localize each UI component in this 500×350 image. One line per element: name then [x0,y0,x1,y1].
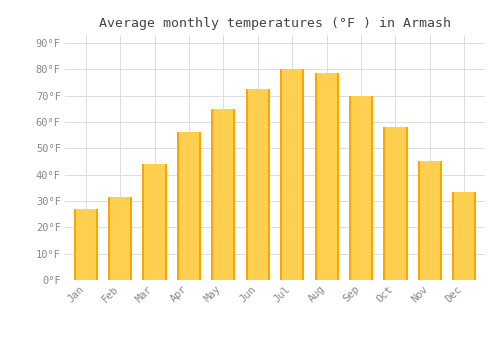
Bar [212,109,213,280]
Bar [199,132,201,280]
Bar [246,89,270,280]
Bar [130,197,132,280]
Bar [384,127,407,280]
Bar [384,127,386,280]
Bar [234,109,235,280]
Bar [177,132,179,280]
Bar [177,132,201,280]
Bar [96,209,98,280]
Bar [418,161,442,280]
Bar [314,73,338,280]
Bar [349,96,351,280]
Bar [74,209,98,280]
Title: Average monthly temperatures (°F ) in Armash: Average monthly temperatures (°F ) in Ar… [99,17,451,30]
Bar [108,197,110,280]
Bar [142,164,167,280]
Bar [337,73,338,280]
Bar [371,96,373,280]
Bar [452,192,454,280]
Bar [268,89,270,280]
Bar [280,69,304,280]
Bar [452,192,476,280]
Bar [474,192,476,280]
Bar [440,161,442,280]
Bar [246,89,248,280]
Bar [349,96,373,280]
Bar [142,164,144,280]
Bar [108,197,132,280]
Bar [164,164,166,280]
Bar [418,161,420,280]
Bar [212,109,236,280]
Bar [280,69,282,280]
Bar [406,127,407,280]
Bar [314,73,316,280]
Bar [302,69,304,280]
Bar [74,209,76,280]
